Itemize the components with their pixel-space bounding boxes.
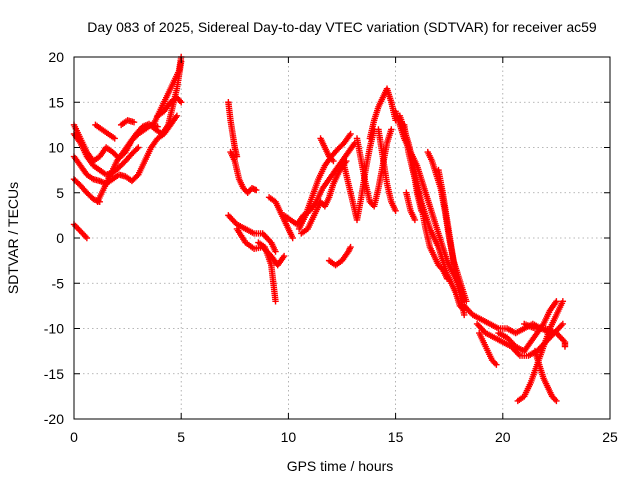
y-tick-label: -5 — [52, 275, 65, 291]
series-arc-3 — [70, 112, 181, 187]
series-arc-10 — [70, 221, 91, 242]
data-point — [553, 298, 560, 305]
data-point — [83, 234, 91, 242]
data-point — [347, 130, 354, 138]
data-point — [559, 298, 567, 305]
data-point — [133, 172, 141, 180]
data-series — [70, 53, 569, 405]
series-arc-16 — [265, 194, 296, 242]
series-arc-39 — [521, 320, 569, 350]
x-tick-label: 20 — [495, 429, 511, 445]
series-arc-20 — [317, 135, 337, 165]
series-arc-7 — [117, 117, 138, 129]
data-point — [130, 118, 138, 126]
data-point — [559, 320, 567, 328]
data-point — [561, 343, 569, 350]
series-arc-38 — [531, 347, 560, 405]
series-arc-6 — [92, 121, 118, 142]
x-tick-label: 10 — [281, 429, 297, 445]
data-point — [347, 243, 354, 251]
series-arc-25 — [375, 126, 399, 215]
x-axis-title: GPS time / hours — [287, 458, 394, 474]
data-point — [173, 112, 181, 120]
series-arc-31 — [403, 189, 419, 224]
x-tick-label: 15 — [388, 429, 404, 445]
series-arc-9 — [154, 94, 185, 120]
series-arc-19 — [298, 157, 350, 237]
y-tick-labels: -20 -15 -10 -5 0 5 10 15 20 — [44, 49, 64, 427]
data-point — [135, 144, 142, 151]
axis-ticks — [73, 56, 611, 420]
data-point — [133, 145, 141, 152]
series-arc-11 — [225, 99, 241, 160]
series-arc-8 — [150, 53, 185, 129]
x-tick-label: 0 — [70, 429, 78, 445]
data-point — [111, 135, 118, 142]
y-tick-label: 5 — [56, 185, 64, 201]
y-tick-label: -10 — [44, 321, 64, 337]
data-point — [289, 234, 296, 242]
data-point — [463, 298, 470, 305]
data-point — [330, 157, 337, 165]
data-point — [443, 275, 451, 282]
series-arc-36 — [495, 298, 560, 355]
data-point — [553, 397, 560, 405]
data-point — [461, 311, 468, 319]
series-arc-15 — [255, 239, 279, 305]
data-point — [272, 248, 279, 255]
chart-title: Day 083 of 2025, Sidereal Day-to-day VTE… — [87, 19, 597, 35]
x-tick-label: 5 — [177, 429, 185, 445]
y-tick-label: 10 — [48, 140, 64, 156]
data-point — [343, 157, 350, 165]
y-tick-label: 20 — [48, 49, 64, 65]
data-point — [253, 186, 260, 194]
data-point — [272, 298, 279, 305]
y-tick-label: -15 — [44, 366, 64, 382]
series-arc-32 — [409, 162, 425, 215]
y-tick-label: 0 — [56, 230, 64, 246]
data-point — [418, 207, 425, 215]
data-point — [178, 99, 185, 106]
series-arc-13 — [225, 212, 279, 255]
data-point — [411, 216, 419, 224]
series-arc-30 — [435, 166, 468, 319]
data-point — [493, 361, 500, 368]
series-arc-21 — [325, 243, 354, 269]
data-point — [392, 207, 399, 215]
data-point — [388, 126, 395, 133]
y-tick-label: -20 — [44, 411, 64, 427]
series-arc-35 — [476, 329, 500, 368]
x-tick-label: 25 — [602, 429, 618, 445]
series-arc-12 — [227, 148, 260, 196]
y-tick-label: 15 — [48, 94, 64, 110]
y-axis-title: SDTVAR / TECUs — [5, 182, 21, 294]
data-point — [280, 252, 288, 260]
x-tick-labels: 0 5 10 15 20 25 — [70, 429, 618, 445]
series-arc-18 — [295, 130, 354, 233]
series-arc-24 — [366, 85, 399, 142]
